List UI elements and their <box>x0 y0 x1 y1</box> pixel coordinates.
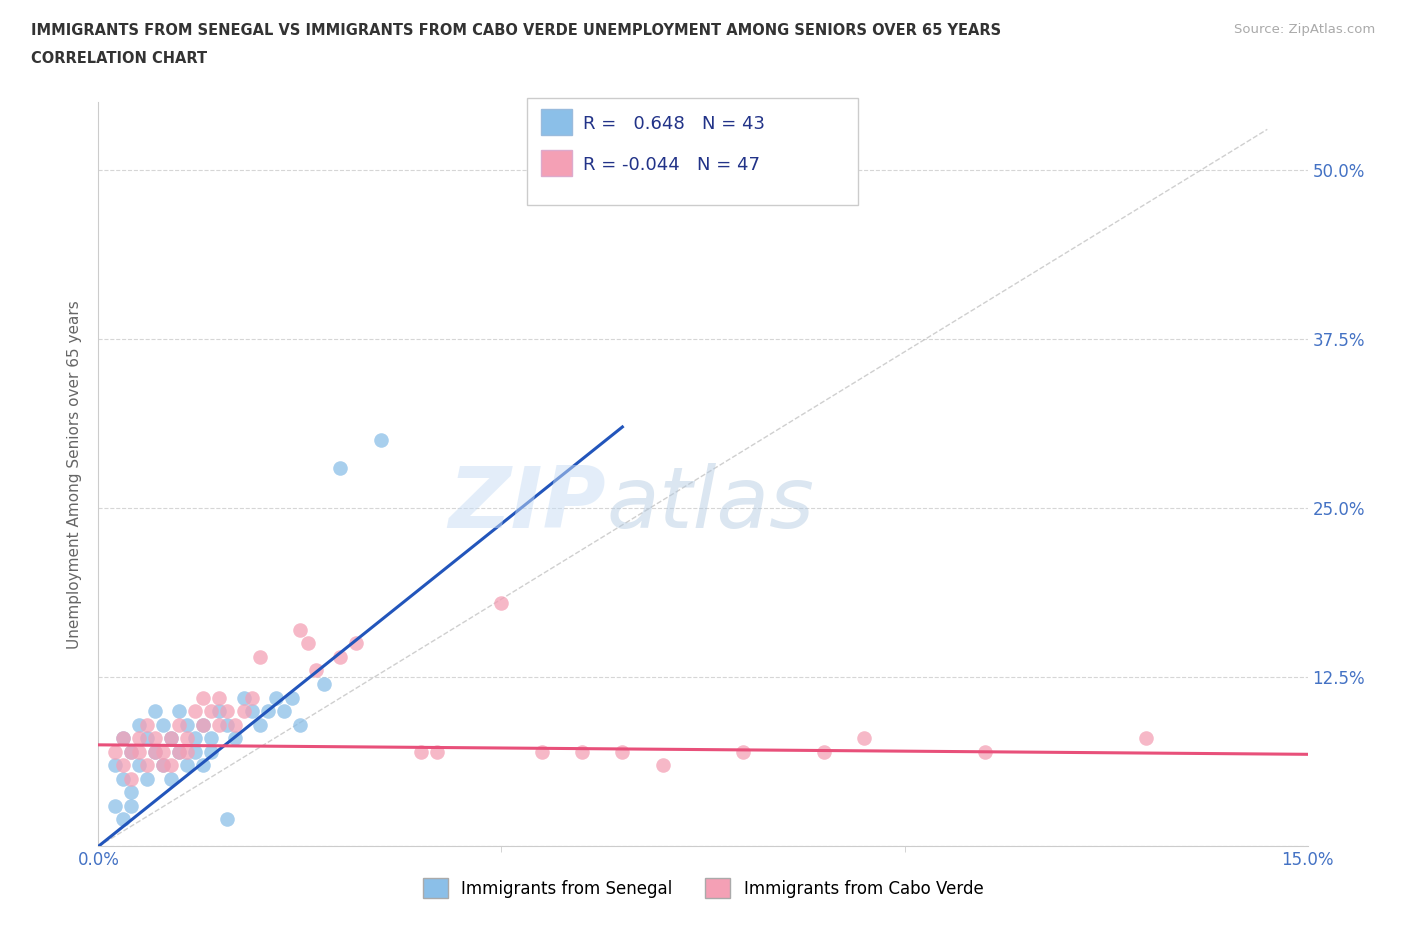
Point <box>160 771 183 786</box>
Point <box>232 690 254 705</box>
Point <box>733 744 755 759</box>
Point <box>120 744 142 759</box>
Point <box>176 744 198 759</box>
Text: CORRELATION CHART: CORRELATION CHART <box>31 51 207 66</box>
Point <box>120 771 142 786</box>
Point <box>329 460 352 475</box>
Point <box>193 758 215 773</box>
Point <box>224 717 246 732</box>
Point <box>232 704 254 719</box>
Point <box>135 771 157 786</box>
Point <box>128 744 150 759</box>
Point <box>176 758 198 773</box>
Text: ZIP: ZIP <box>449 462 606 546</box>
Point <box>193 717 215 732</box>
Point <box>160 758 183 773</box>
Point <box>974 744 997 759</box>
Point <box>111 771 134 786</box>
Point <box>128 731 150 746</box>
Point <box>491 595 513 610</box>
Point <box>152 744 174 759</box>
Point <box>135 717 157 732</box>
Point <box>612 744 634 759</box>
Point <box>143 704 166 719</box>
Point <box>152 717 174 732</box>
Legend: Immigrants from Senegal, Immigrants from Cabo Verde: Immigrants from Senegal, Immigrants from… <box>416 871 990 905</box>
Point <box>200 704 222 719</box>
Point <box>184 744 207 759</box>
Point <box>264 690 287 705</box>
Point <box>208 717 231 732</box>
Point <box>409 744 432 759</box>
Point <box>103 798 125 813</box>
Text: IMMIGRANTS FROM SENEGAL VS IMMIGRANTS FROM CABO VERDE UNEMPLOYMENT AMONG SENIORS: IMMIGRANTS FROM SENEGAL VS IMMIGRANTS FR… <box>31 23 1001 38</box>
Point <box>143 744 166 759</box>
Point <box>167 744 190 759</box>
Text: Source: ZipAtlas.com: Source: ZipAtlas.com <box>1234 23 1375 36</box>
Point <box>256 704 278 719</box>
Point <box>143 731 166 746</box>
Text: atlas: atlas <box>606 462 814 546</box>
Point <box>329 649 352 664</box>
Point <box>240 704 263 719</box>
Point <box>193 717 215 732</box>
Point <box>240 690 263 705</box>
Point <box>167 717 190 732</box>
Point <box>128 758 150 773</box>
Point <box>111 731 134 746</box>
Point <box>160 731 183 746</box>
Point <box>217 717 239 732</box>
Point <box>200 744 222 759</box>
Point <box>217 704 239 719</box>
Point <box>571 744 593 759</box>
Point <box>176 717 198 732</box>
Point <box>853 731 876 746</box>
Point <box>167 704 190 719</box>
Point <box>152 758 174 773</box>
Point <box>426 744 449 759</box>
Y-axis label: Unemployment Among Seniors over 65 years: Unemployment Among Seniors over 65 years <box>67 300 83 649</box>
Point <box>135 758 157 773</box>
Point <box>120 785 142 800</box>
Point <box>160 731 183 746</box>
Point <box>184 704 207 719</box>
Point <box>120 798 142 813</box>
Point <box>305 663 328 678</box>
Point <box>1135 731 1157 746</box>
Point <box>184 731 207 746</box>
Point <box>111 731 134 746</box>
Point <box>273 704 295 719</box>
Point <box>314 676 336 691</box>
Point <box>651 758 673 773</box>
Point <box>249 717 271 732</box>
Point <box>288 717 311 732</box>
Point <box>200 731 222 746</box>
Point <box>143 744 166 759</box>
Point <box>120 744 142 759</box>
Point <box>813 744 835 759</box>
Point <box>167 744 190 759</box>
Point <box>103 758 125 773</box>
Point <box>297 636 319 651</box>
Point <box>135 731 157 746</box>
Point <box>193 690 215 705</box>
Point <box>208 690 231 705</box>
Point <box>224 731 246 746</box>
Point <box>530 744 553 759</box>
Text: R =   0.648   N = 43: R = 0.648 N = 43 <box>583 114 765 133</box>
Point <box>370 433 392 448</box>
Point <box>249 649 271 664</box>
Point <box>152 758 174 773</box>
Point <box>176 731 198 746</box>
Point <box>217 812 239 827</box>
Point <box>111 812 134 827</box>
Point <box>281 690 304 705</box>
Point <box>128 717 150 732</box>
Text: R = -0.044   N = 47: R = -0.044 N = 47 <box>583 155 761 174</box>
Point <box>344 636 367 651</box>
Point <box>103 744 125 759</box>
Point <box>288 622 311 637</box>
Point <box>208 704 231 719</box>
Point <box>111 758 134 773</box>
